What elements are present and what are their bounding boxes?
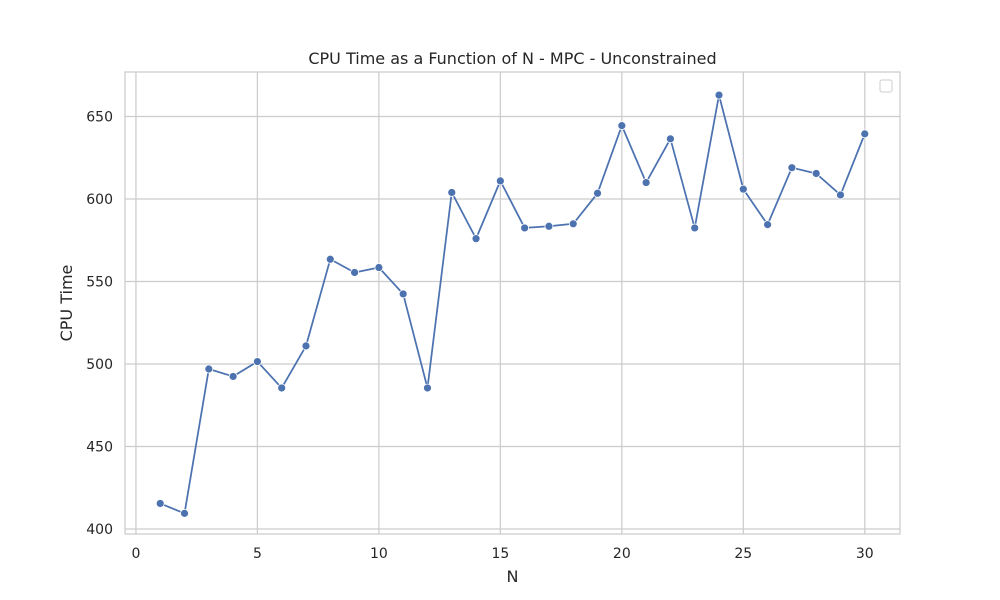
data-point <box>253 357 262 366</box>
x-axis-label: N <box>507 567 519 586</box>
data-point <box>325 254 335 264</box>
data-point <box>738 184 748 194</box>
x-tick-label: 25 <box>734 546 752 562</box>
data-point <box>495 176 505 186</box>
y-tick-label: 500 <box>86 357 113 373</box>
data-point <box>374 263 384 272</box>
axes-background <box>125 72 900 534</box>
axes-frame <box>124 71 901 535</box>
x-tick-label: 5 <box>253 546 262 562</box>
x-tick-label: 10 <box>370 546 388 562</box>
y-tick-label: 600 <box>86 192 113 208</box>
data-point <box>301 341 311 351</box>
y-tick-label: 650 <box>86 110 113 126</box>
data-point <box>350 268 359 277</box>
y-tick-label: 550 <box>86 275 113 291</box>
data-point <box>471 234 481 244</box>
y-tick-label: 400 <box>86 522 113 538</box>
x-axis-ticks: 0 5 10 15 20 25 30 <box>131 546 873 562</box>
y-axis-ticks: 400 450 500 550 600 650 <box>86 110 113 538</box>
data-point <box>593 188 602 198</box>
data-point <box>520 223 530 233</box>
chart-title: CPU Time as a Function of N - MPC - Unco… <box>308 49 716 68</box>
legend-box <box>879 79 893 93</box>
data-point <box>836 190 845 200</box>
data-point <box>714 90 724 100</box>
y-tick-label: 450 <box>86 440 113 456</box>
data-point <box>811 169 821 178</box>
data-point <box>423 383 432 393</box>
x-tick-label: 30 <box>856 546 874 562</box>
data-point <box>180 508 189 518</box>
data-point <box>763 220 772 230</box>
data-point <box>617 121 627 131</box>
data-point <box>641 178 651 187</box>
data-point <box>155 499 165 508</box>
plot-area <box>124 71 901 535</box>
data-point <box>666 134 675 144</box>
data-point <box>398 289 408 299</box>
series-layer <box>155 90 870 518</box>
x-tick-label: 15 <box>491 546 509 562</box>
data-point <box>568 219 578 229</box>
data-point <box>228 372 238 381</box>
data-point <box>690 223 700 233</box>
data-point <box>277 383 287 393</box>
data-point <box>447 188 457 197</box>
series-line <box>159 94 866 515</box>
data-point <box>204 364 214 374</box>
y-axis-label: CPU Time <box>57 265 76 342</box>
x-tick-label: 20 <box>613 546 631 562</box>
x-tick-label: 0 <box>131 546 140 562</box>
data-point <box>787 163 797 173</box>
gridlines <box>125 72 900 534</box>
data-point <box>860 129 870 139</box>
data-point <box>544 221 554 231</box>
